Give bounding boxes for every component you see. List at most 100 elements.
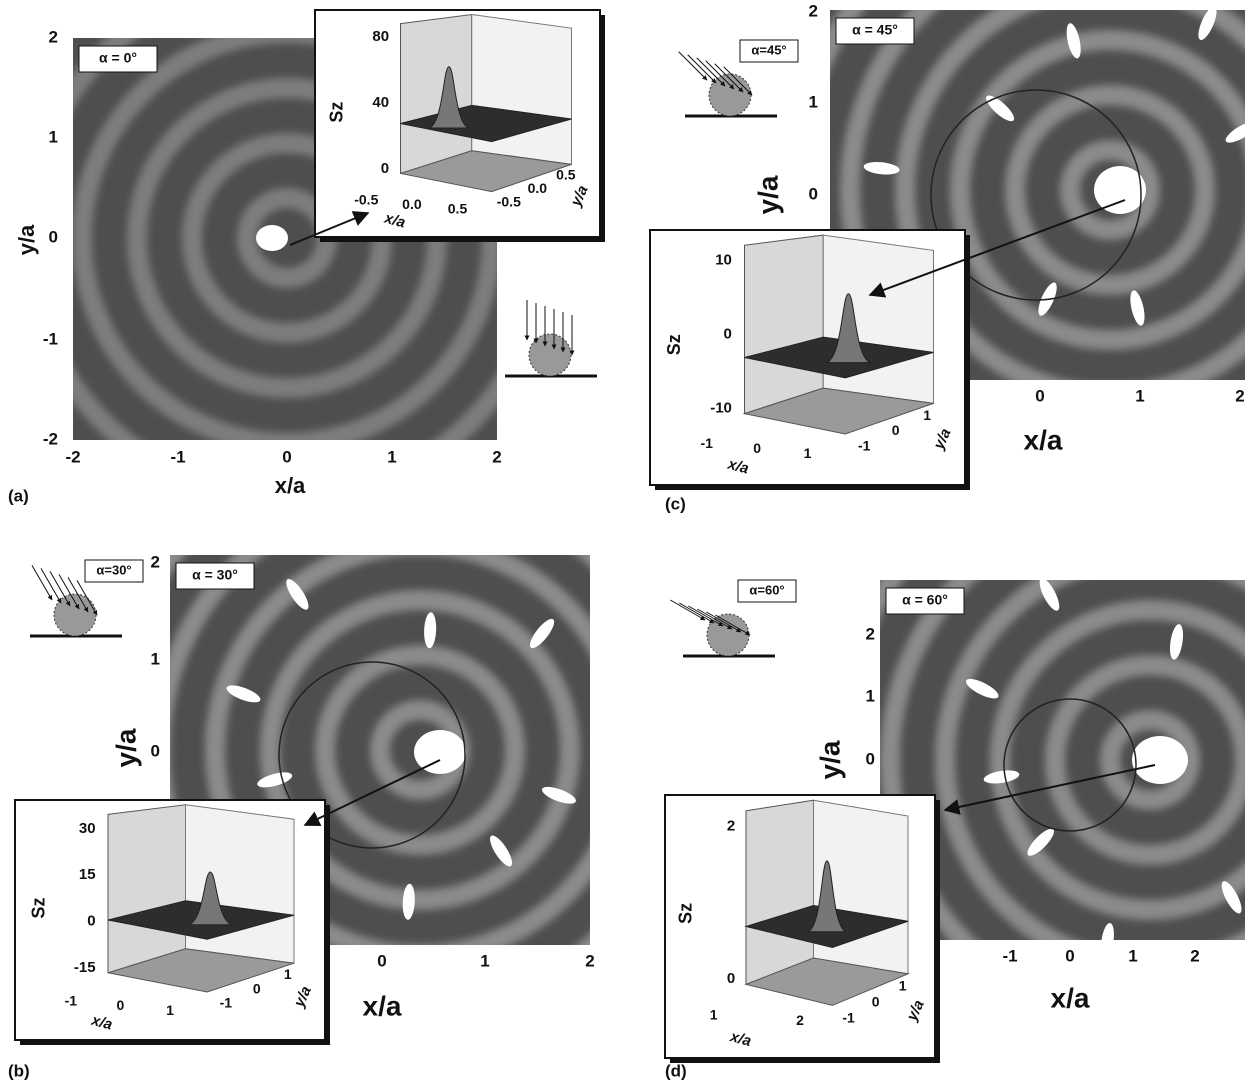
inset-x-tick-label: 2 [796,1012,804,1028]
y-tick-label: 0 [809,184,818,203]
inset-x-tick-label: 0 [117,997,125,1013]
y-axis-label: y/a [814,740,845,779]
x-tick-label: 2 [585,951,594,970]
incident-ray [679,52,707,80]
inset-x-tick-label: 1 [166,1002,174,1018]
y-tick-label: 1 [151,649,160,668]
back-wall-left [108,805,186,973]
inset-y-tick-label: -1 [842,1009,855,1025]
panel-label: (c) [665,494,686,513]
y-tick-label: 0 [49,227,58,246]
y-tick-label: 2 [151,552,160,571]
x-tick-label: -1 [170,447,185,466]
back-wall-left [746,800,814,984]
inset-y-tick-label: 0.0 [528,180,548,196]
incident-ray [688,55,716,83]
inset-y-tick-label: -1 [220,995,233,1011]
inset-x-tick-label: -0.5 [354,191,378,207]
x-tick-label: 2 [1190,946,1199,965]
panel-label: (a) [8,486,29,505]
particle [529,334,571,376]
hot-spot [1132,736,1188,784]
schematic: α=30° [30,560,143,636]
x-axis-label: x/a [1024,424,1063,455]
hot-spot [414,730,466,774]
z-tick-label: 0 [87,913,95,930]
x-tick-label: 0 [282,447,291,466]
y-tick-label: 2 [49,27,58,46]
inset-z-label: Sz [327,102,347,123]
z-tick-label: 10 [715,252,732,269]
y-axis-label: y/a [14,224,39,255]
inset: 0212-101Szx/ay/a [665,795,940,1063]
panel-label: (d) [665,1061,687,1080]
inset-y-tick-label: 0.5 [556,166,576,182]
annotation: α = 0° [99,50,137,66]
inset-x-tick-label: -1 [700,435,713,451]
x-tick-label: -1 [1002,946,1017,965]
schematic-label: α=45° [751,42,786,57]
annotation: α = 60° [902,592,948,608]
inset-z-label: Sz [675,903,695,924]
inset-x-tick-label: 0 [753,440,761,456]
schematic: α=45° [679,40,798,116]
schematic: α=60° [670,580,796,656]
inset-z-label: Sz [29,897,49,918]
back-wall-right [186,805,295,963]
inset-x-tick-label: -1 [65,992,78,1008]
inset-y-tick-label: 0 [253,980,261,996]
inset: 04080-0.50.00.5-0.50.00.5Szx/ay/a [315,10,605,242]
y-axis-label: y/a [110,728,141,767]
figure: α = 0°-2-1012210-1-2x/ay/a(a)04080-0.50.… [0,0,1249,1084]
x-tick-label: 1 [480,951,489,970]
inset-x-tick-label: 0.0 [402,196,422,212]
x-tick-label: 0 [377,951,386,970]
y-tick-label: 1 [809,92,818,111]
bright-patch [624,695,662,716]
back-wall-right [472,15,572,165]
y-tick-label: -2 [43,429,58,448]
x-tick-label: 1 [1128,946,1137,965]
inset-x-tick-label: 0.5 [448,200,468,216]
z-tick-label: 80 [372,28,389,45]
z-tick-label: -15 [74,959,96,976]
x-tick-label: 1 [387,447,396,466]
schematic-label: α=30° [96,562,131,577]
inset-y-tick-label: -1 [858,437,871,453]
x-axis-label: x/a [363,990,402,1021]
back-wall-right [823,235,933,403]
back-wall-left [401,15,472,174]
z-tick-label: 30 [79,820,96,837]
inset-z-label: Sz [664,334,684,355]
inset: -10010-101-101Szx/ay/a [650,230,970,490]
panel: α = 60°-1012210x/ay/a(d)α=60°0212-101Szx… [665,390,1249,1084]
inset-y-tick-label: 1 [899,978,907,994]
y-tick-label: 1 [866,686,875,705]
back-wall-left [745,235,824,414]
particle [54,594,96,636]
z-tick-label: -10 [710,399,732,416]
panel-label: (b) [8,1061,30,1080]
z-tick-label: 0 [724,326,732,343]
x-tick-label: 1 [1135,386,1144,405]
z-tick-label: 0 [727,970,735,987]
z-tick-label: 0 [381,160,389,177]
incident-ray [697,58,725,86]
annotation: α = 45° [852,22,898,38]
y-tick-label: 1 [49,127,58,146]
x-axis-label: x/a [275,473,306,498]
y-tick-label: 0 [866,749,875,768]
x-tick-label: 0 [1035,386,1044,405]
x-tick-label: 2 [492,447,501,466]
inset-y-tick-label: -0.5 [497,194,521,210]
x-axis-label: x/a [1051,982,1090,1013]
schematic-label: α=60° [749,582,784,597]
x-tick-label: 2 [1235,386,1244,405]
schematic [505,300,597,376]
inset-x-tick-label: 1 [710,1007,718,1023]
y-tick-label: 0 [151,741,160,760]
inset-y-tick-label: 1 [923,407,931,423]
hot-spot [256,225,288,251]
